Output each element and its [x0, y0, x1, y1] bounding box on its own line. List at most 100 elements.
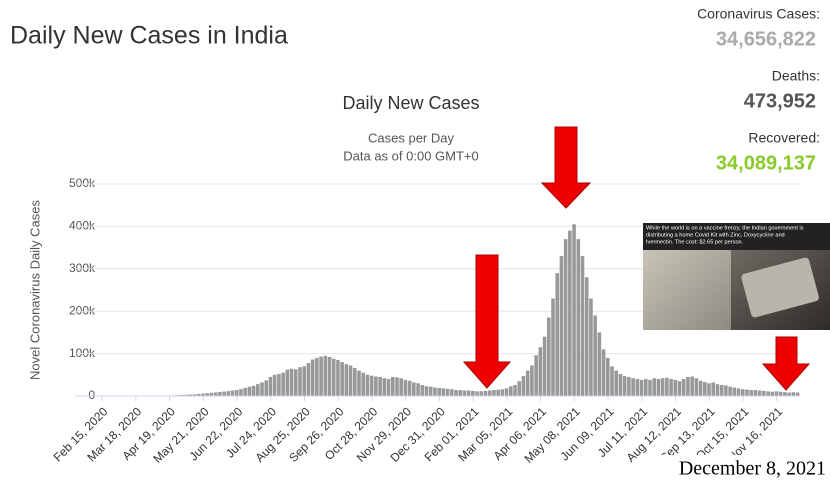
- bar: [694, 378, 699, 396]
- bar: [719, 384, 724, 396]
- bar: [572, 224, 576, 396]
- bar: [222, 391, 226, 396]
- bar: [791, 392, 796, 396]
- bar: [546, 317, 551, 396]
- bar: [281, 372, 285, 396]
- bar: [568, 230, 572, 396]
- bar: [732, 387, 737, 396]
- bar: [601, 349, 606, 396]
- bar: [580, 256, 585, 396]
- bar: [745, 389, 749, 396]
- bar: [627, 376, 631, 396]
- bar: [390, 376, 395, 396]
- bar: [243, 387, 247, 396]
- bar: [213, 392, 218, 396]
- bar: [357, 370, 361, 396]
- bar: [783, 392, 787, 396]
- bar: [538, 347, 543, 396]
- bar: [757, 390, 762, 396]
- bar: [513, 384, 517, 396]
- bar: [454, 390, 458, 396]
- bar: [703, 382, 707, 396]
- arrow: [761, 336, 811, 391]
- bar: [622, 376, 627, 396]
- bar: [218, 391, 222, 396]
- bar: [589, 298, 593, 396]
- stat-value: 34,089,137: [716, 152, 816, 174]
- page-title: Daily New Cases in India: [10, 22, 288, 50]
- bar: [306, 362, 311, 396]
- bar: [618, 373, 623, 396]
- bar: [707, 383, 711, 396]
- bar: [458, 390, 463, 396]
- bar: [234, 390, 239, 396]
- bar: [715, 384, 720, 396]
- bar: [450, 389, 454, 396]
- bar: [336, 359, 340, 396]
- bar: [656, 379, 661, 396]
- y-axis-label: Novel Coronavirus Daily Cases: [27, 200, 42, 380]
- bar: [196, 393, 201, 396]
- bar: [686, 376, 690, 396]
- bar: [681, 379, 686, 396]
- bar: [724, 385, 728, 396]
- bar: [272, 374, 277, 396]
- bar: [610, 366, 614, 396]
- photo-caption: distributing a home Covid Kit with Zinc,…: [646, 232, 785, 238]
- bar: [466, 390, 471, 396]
- bar: [631, 378, 635, 396]
- bar: [509, 386, 513, 396]
- bar: [226, 391, 231, 396]
- bar: [795, 392, 800, 396]
- bar: [403, 379, 408, 396]
- bar: [184, 394, 188, 396]
- bar: [740, 389, 745, 396]
- bar: [399, 378, 403, 396]
- bar: [643, 379, 648, 396]
- bar: [277, 373, 281, 396]
- bar: [251, 385, 256, 396]
- bar: [298, 367, 302, 396]
- bar: [766, 391, 770, 396]
- bar: [711, 382, 716, 396]
- y-tick-label: 100k: [69, 346, 96, 360]
- y-tick-label: 200k: [69, 303, 96, 317]
- date-backdrop: [648, 455, 830, 483]
- bar: [669, 379, 673, 396]
- bar: [192, 394, 197, 396]
- arrow: [540, 126, 592, 209]
- bar: [559, 256, 564, 396]
- bar: [386, 379, 391, 396]
- bar: [487, 390, 492, 396]
- arrow: [462, 254, 512, 389]
- bar: [327, 356, 332, 396]
- bar: [188, 394, 193, 396]
- bar: [475, 391, 479, 396]
- bar: [525, 370, 530, 396]
- bar: [677, 381, 682, 396]
- bar: [239, 389, 243, 396]
- bar: [416, 383, 420, 396]
- bar: [353, 368, 357, 396]
- bar: [660, 378, 665, 396]
- bar: [665, 377, 669, 396]
- photo-caption: While the world is on a vaccine frenzy, …: [646, 225, 804, 231]
- stat-value: 473,952: [744, 90, 816, 112]
- bar: [256, 384, 260, 396]
- bar: [230, 390, 235, 396]
- bar: [310, 359, 315, 396]
- bar: [521, 376, 526, 396]
- bar: [597, 332, 602, 396]
- photo: While the world is on a vaccine frenzy, …: [643, 223, 830, 330]
- bar: [770, 391, 775, 396]
- bar: [778, 391, 783, 396]
- bar: [504, 388, 509, 396]
- chart-subtitle: Cases per Day: [368, 130, 454, 145]
- bar: [555, 273, 560, 396]
- bar: [247, 386, 252, 396]
- bar: [471, 390, 475, 396]
- bar: [268, 376, 273, 396]
- bar: [639, 379, 644, 396]
- bar: [293, 369, 298, 396]
